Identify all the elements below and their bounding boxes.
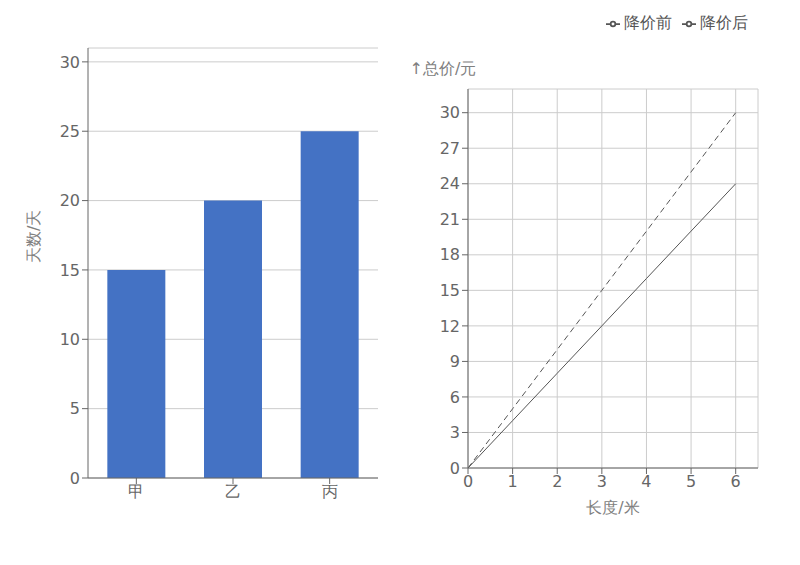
svg-text:0: 0 (450, 459, 460, 478)
svg-text:9: 9 (450, 352, 460, 371)
svg-text:丙: 丙 (322, 482, 338, 501)
svg-text:30: 30 (60, 53, 80, 72)
svg-text:2: 2 (552, 472, 562, 491)
svg-text:25: 25 (60, 122, 80, 141)
svg-text:甲: 甲 (128, 482, 144, 501)
svg-text:6: 6 (450, 388, 460, 407)
svg-text:24: 24 (440, 174, 460, 193)
svg-text:0: 0 (70, 469, 80, 488)
svg-text:15: 15 (60, 261, 80, 280)
svg-text:5: 5 (686, 472, 696, 491)
svg-text:长度/米: 长度/米 (586, 498, 639, 517)
svg-text:30: 30 (440, 103, 460, 122)
svg-text:20: 20 (60, 191, 80, 210)
html-text:降价前: 降价前 (624, 13, 672, 32)
svg-text:27: 27 (440, 139, 460, 158)
svg-text:↑总价/元: ↑总价/元 (410, 59, 477, 78)
svg-text:乙: 乙 (225, 482, 241, 501)
svg-text:12: 12 (440, 317, 460, 336)
svg-text:3: 3 (450, 423, 460, 442)
svg-text:天数/天: 天数/天 (24, 210, 43, 263)
svg-text:15: 15 (440, 281, 460, 300)
svg-text:5: 5 (70, 399, 80, 418)
svg-text:4: 4 (641, 472, 651, 491)
svg-text:0: 0 (463, 472, 473, 491)
svg-text:1: 1 (508, 472, 518, 491)
svg-text:6: 6 (731, 472, 741, 491)
svg-text:21: 21 (440, 210, 460, 229)
svg-text:18: 18 (440, 245, 460, 264)
svg-text:10: 10 (60, 330, 80, 349)
svg-text:3: 3 (597, 472, 607, 491)
html-text:降价后: 降价后 (700, 13, 748, 32)
